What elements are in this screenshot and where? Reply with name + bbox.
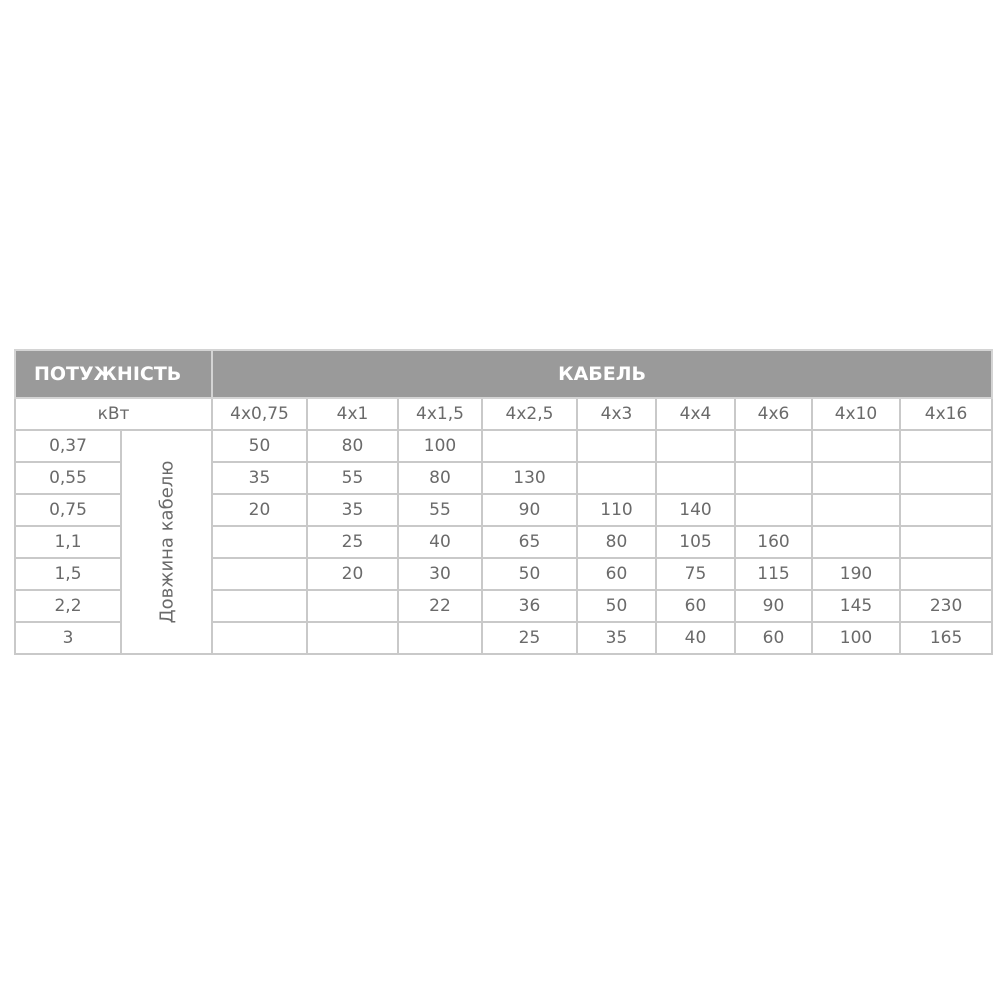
table-row: 3 25 35 40 60 100 165 [14, 621, 994, 655]
value-cell [811, 493, 901, 527]
table-row: 0,37 Довжина кабелю 50 80 100 [14, 429, 994, 655]
power-cell: 2,2 [14, 589, 122, 623]
value-cell [898, 493, 994, 527]
value-cell [576, 461, 657, 495]
power-cell: 0,37 [14, 429, 122, 463]
value-cell: 35 [211, 461, 308, 495]
value-cell [898, 525, 994, 559]
value-cell: 100 [397, 429, 483, 463]
value-cell: 20 [211, 493, 308, 527]
table-row: 1,1 25 40 65 80 105 160 [14, 525, 994, 559]
value-cell: 35 [576, 621, 657, 655]
column-header: 4x0,75 [211, 397, 308, 431]
value-cell [655, 461, 736, 495]
value-cell [734, 461, 813, 495]
unit-label: кВт [14, 397, 213, 431]
value-cell: 130 [481, 461, 578, 495]
table-row: 1,5 20 30 50 60 75 115 190 [14, 557, 994, 591]
value-cell: 40 [655, 621, 736, 655]
value-cell: 60 [655, 589, 736, 623]
value-cell [811, 461, 901, 495]
value-cell: 60 [734, 621, 813, 655]
value-cell [811, 429, 901, 463]
value-cell: 55 [306, 461, 399, 495]
value-cell [211, 621, 308, 655]
power-cell: 0,55 [14, 461, 122, 495]
length-label: Довжина кабелю [156, 460, 177, 624]
value-cell: 55 [397, 493, 483, 527]
value-cell: 165 [898, 621, 994, 655]
value-cell: 105 [655, 525, 736, 559]
value-cell [211, 557, 308, 591]
value-cell [734, 429, 813, 463]
value-cell [576, 429, 657, 463]
value-cell: 90 [734, 589, 813, 623]
value-cell [655, 429, 736, 463]
value-cell [898, 429, 994, 463]
table-row: 0,55 35 55 80 130 [14, 461, 994, 495]
header-row: ПОТУЖНІСТЬ КАБЕЛЬ [14, 349, 994, 399]
column-header: 4x1,5 [397, 397, 483, 431]
value-cell: 50 [211, 429, 308, 463]
value-cell: 160 [734, 525, 813, 559]
value-cell: 75 [655, 557, 736, 591]
column-header: 4x6 [734, 397, 813, 431]
value-cell: 230 [898, 589, 994, 623]
value-cell [898, 461, 994, 495]
value-cell: 36 [481, 589, 578, 623]
cable-length-table: ПОТУЖНІСТЬ КАБЕЛЬ кВт 4x0,75 4x1 4x1,5 4x2,… [14, 349, 994, 655]
value-cell: 50 [481, 557, 578, 591]
value-cell [898, 557, 994, 591]
table-row: 2,2 22 36 50 60 90 145 230 [14, 589, 994, 623]
value-cell: 20 [306, 557, 399, 591]
value-cell: 90 [481, 493, 578, 527]
power-cell: 1,5 [14, 557, 122, 591]
value-cell: 190 [811, 557, 901, 591]
value-cell [397, 621, 483, 655]
value-cell: 60 [576, 557, 657, 591]
value-cell: 50 [576, 589, 657, 623]
column-header: 4x4 [655, 397, 736, 431]
power-cell: 0,75 [14, 493, 122, 527]
column-header: 4x1 [306, 397, 399, 431]
value-cell: 145 [811, 589, 901, 623]
value-cell: 65 [481, 525, 578, 559]
column-header: 4x16 [898, 397, 994, 431]
value-cell: 110 [576, 493, 657, 527]
value-cell: 80 [306, 429, 399, 463]
column-header: 4x2,5 [481, 397, 578, 431]
value-cell: 40 [397, 525, 483, 559]
value-cell [211, 589, 308, 623]
value-cell [481, 429, 578, 463]
value-cell [811, 525, 901, 559]
power-header: ПОТУЖНІСТЬ [14, 349, 213, 399]
cable-header: КАБЕЛЬ [210, 349, 994, 399]
value-cell: 140 [655, 493, 736, 527]
value-cell: 115 [734, 557, 813, 591]
length-label-cell: Довжина кабелю [120, 429, 213, 655]
column-header: 4x3 [576, 397, 657, 431]
value-cell: 100 [811, 621, 901, 655]
value-cell [306, 589, 399, 623]
value-cell [306, 621, 399, 655]
table-row: 0,75 20 35 55 90 110 140 [14, 493, 994, 527]
power-cell: 1,1 [14, 525, 122, 559]
value-cell: 25 [481, 621, 578, 655]
value-cell: 80 [576, 525, 657, 559]
subheader-row: кВт 4x0,75 4x1 4x1,5 4x2,5 4x3 4x4 4x6 4x10 4x16 [14, 397, 994, 431]
value-cell: 35 [306, 493, 399, 527]
value-cell: 80 [397, 461, 483, 495]
power-cell: 3 [14, 621, 122, 655]
value-cell: 25 [306, 525, 399, 559]
value-cell: 22 [397, 589, 483, 623]
column-header: 4x10 [811, 397, 901, 431]
value-cell [734, 493, 813, 527]
value-cell: 30 [397, 557, 483, 591]
value-cell [211, 525, 308, 559]
